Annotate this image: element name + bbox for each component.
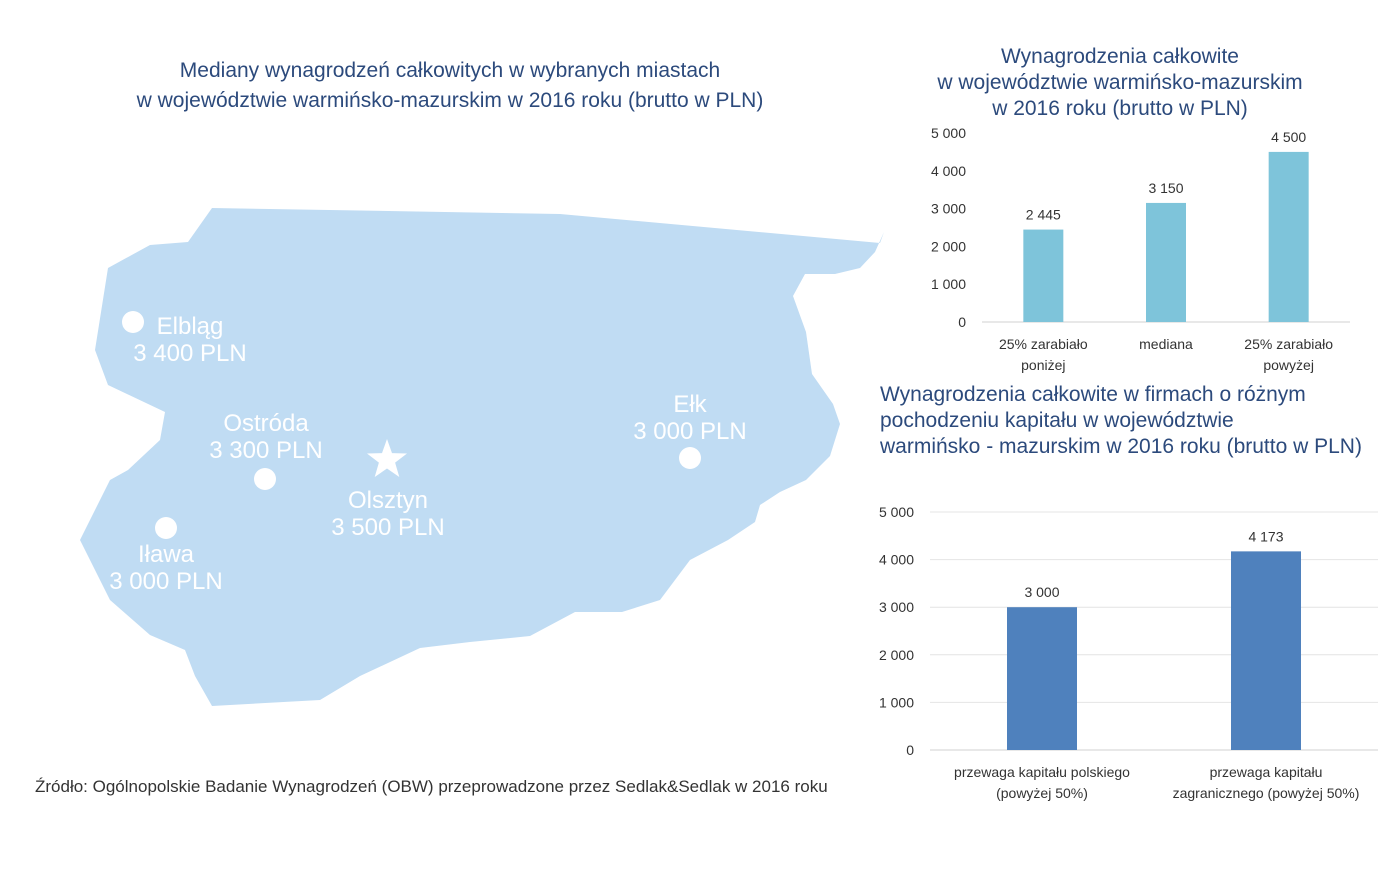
city-ilawa-name: Iława — [138, 541, 195, 568]
chart2-ytick-label: 0 — [906, 742, 914, 758]
chart1-bar — [1146, 202, 1186, 322]
chart1-title-line-3: w 2016 roku (brutto w PLN) — [992, 97, 1248, 120]
chart1-ytick-label: 0 — [958, 314, 966, 330]
chart2-title: Wynagrodzenia całkowite w firmach o różn… — [880, 382, 1390, 460]
map-title: Mediany wynagrodzeń całkowitych w wybran… — [40, 56, 860, 116]
city-elblag-value: 3 400 PLN — [133, 340, 246, 367]
chart1-ytick-label: 5 000 — [931, 125, 966, 141]
chart1-title-line-2: w województwie warmińsko-mazurskim — [937, 71, 1303, 94]
chart1-category-label: powyżej — [1263, 357, 1314, 373]
city-elk-name: Ełk — [673, 391, 707, 418]
city-olsztyn-value: 3 500 PLN — [331, 514, 444, 541]
chart1-title: Wynagrodzenia całkowite w województwie w… — [880, 44, 1360, 122]
map-title-line-2: w województwie warmińsko-mazurskim w 201… — [136, 89, 764, 112]
chart2-category-label: zagranicznego (powyżej 50%) — [1173, 785, 1360, 801]
city-olsztyn-name: Olsztyn — [348, 487, 428, 514]
chart2-bar — [1231, 551, 1301, 750]
chart1-bar — [1268, 151, 1309, 322]
chart2-title-line-3: warmińsko - mazurskim w 2016 roku (brutt… — [880, 435, 1362, 458]
chart1-category-label: 25% zarabiało — [1244, 336, 1333, 352]
chart1-category-label: 25% zarabiało — [999, 336, 1088, 352]
chart1-category-label: poniżej — [1021, 357, 1065, 373]
city-elk-marker — [679, 447, 701, 469]
city-ilawa-marker — [155, 517, 177, 539]
chart2-data-label: 4 173 — [1248, 528, 1283, 544]
city-ilawa-value: 3 000 PLN — [109, 568, 222, 595]
city-ostroda-name: Ostróda — [223, 410, 309, 437]
chart1-data-label: 3 150 — [1148, 180, 1183, 196]
chart1-title-line-1: Wynagrodzenia całkowite — [1001, 45, 1239, 68]
chart1-data-label: 2 445 — [1026, 207, 1061, 223]
chart1-ytick-label: 3 000 — [931, 201, 966, 217]
city-elk-value: 3 000 PLN — [633, 418, 746, 445]
chart2-category-label: przewaga kapitału polskiego — [954, 764, 1130, 780]
city-olsztyn-star-icon — [367, 439, 407, 477]
city-ostroda-value: 3 300 PLN — [209, 437, 322, 464]
city-elblag-name: Elbląg — [157, 313, 224, 340]
chart2-category-label: (powyżej 50%) — [996, 785, 1088, 801]
chart1-data-label: 4 500 — [1271, 129, 1306, 145]
chart1-bar — [1023, 229, 1064, 322]
chart1-category-label: mediana — [1139, 336, 1193, 352]
chart1-ytick-label: 4 000 — [931, 163, 966, 179]
map-title-line-1: Mediany wynagrodzeń całkowitych w wybran… — [179, 59, 721, 82]
city-elblag-marker — [122, 311, 144, 333]
chart1-ytick-label: 1 000 — [931, 276, 966, 292]
chart2-title-line-2: pochodzeniu kapitału w województwie — [880, 409, 1234, 432]
source-note: Źródło: Ogólnopolskie Badanie Wynagrodze… — [35, 777, 828, 796]
chart1-ytick-label: 2 000 — [931, 238, 966, 254]
chart2-title-line-1: Wynagrodzenia całkowite w firmach o różn… — [880, 383, 1306, 406]
city-ostroda-marker — [254, 468, 276, 490]
chart2-category-label: przewaga kapitału — [1210, 764, 1323, 780]
chart2-data-label: 3 000 — [1024, 584, 1059, 600]
region-shape — [80, 208, 884, 706]
chart2-bar — [1007, 607, 1077, 750]
